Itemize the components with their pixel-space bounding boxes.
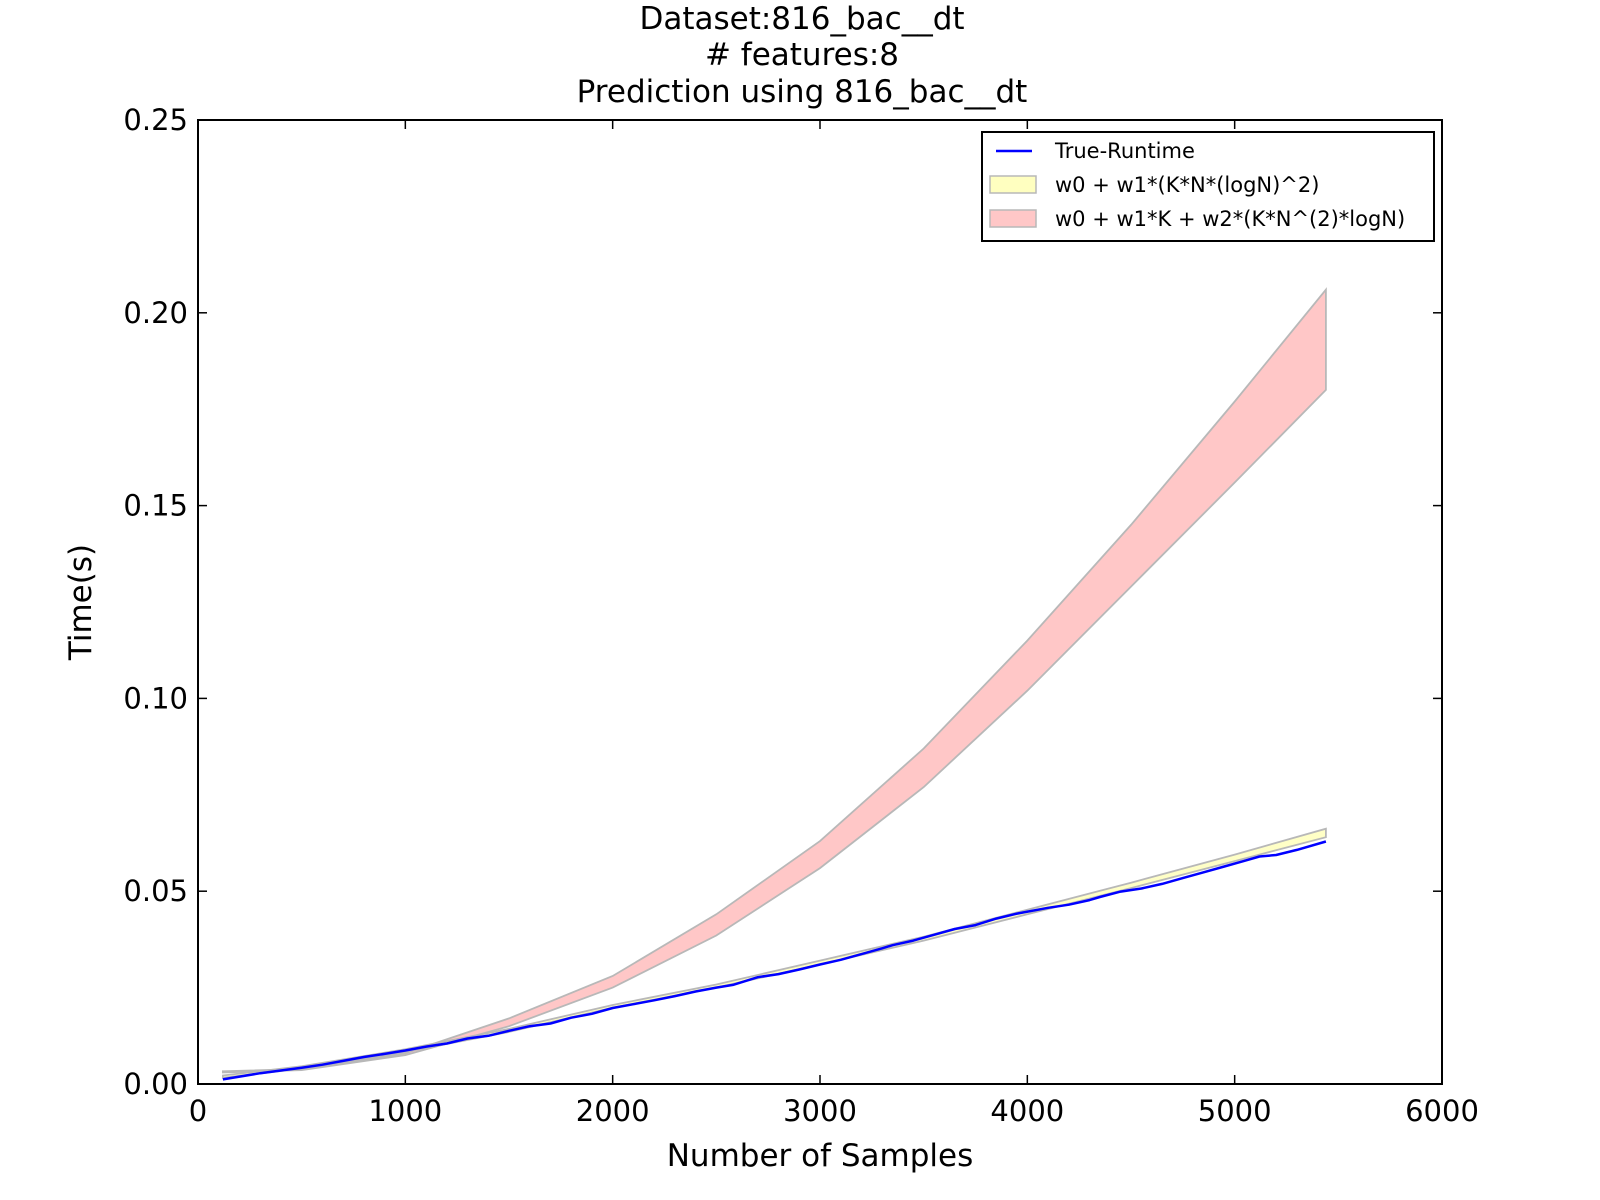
line-true-runtime [222,840,1327,1081]
plot-area [221,287,1327,1081]
y-axis-label: Time(s) [63,544,99,661]
axis-ticks: 0 1000 2000 3000 4000 5000 6000 0.00 0.05 0.10 0.1… [123,103,1478,1128]
band-w0-w1-k-w2-k-n-2-logn [221,287,1327,1074]
x-tick-label: 6000 [1405,1094,1479,1128]
legend-swatch-nlogn2-model [989,175,1037,194]
legend-swatch-n2logn-model [989,209,1037,228]
x-tick-label: 5000 [1198,1094,1272,1128]
chart-title-line-3: Prediction using 816_bac__dt [577,74,1028,110]
y-tick-label: 0.00 [123,1067,188,1101]
y-tick-label: 0.05 [123,874,188,908]
x-tick-label: 4000 [990,1094,1064,1128]
chart-title-line-2: # features:8 [705,37,899,73]
legend-label-true-runtime: True-Runtime [1054,139,1195,163]
legend-label-nlogn2-model: w0 + w1*(K*N*(logN)^2) [1055,173,1319,197]
legend-label-n2logn-model: w0 + w1*K + w2*(K*N^(2)*logN) [1055,207,1405,231]
x-axis-label: Number of Samples [667,1138,974,1174]
x-tick-label: 1000 [368,1094,442,1128]
x-tick-label: 0 [189,1094,207,1128]
chart-title-line-1: Dataset:816_bac__dt [639,1,964,37]
y-tick-label: 0.15 [123,489,188,523]
y-tick-label: 0.10 [123,681,188,715]
y-tick-label: 0.20 [123,296,188,330]
legend: True-Runtime w0 + w1*(K*N*(logN)^2) w0 +… [981,131,1435,242]
y-tick-label: 0.25 [123,103,188,137]
legend-box [981,131,1435,242]
x-tick-label: 2000 [576,1094,650,1128]
x-tick-label: 3000 [783,1094,857,1128]
